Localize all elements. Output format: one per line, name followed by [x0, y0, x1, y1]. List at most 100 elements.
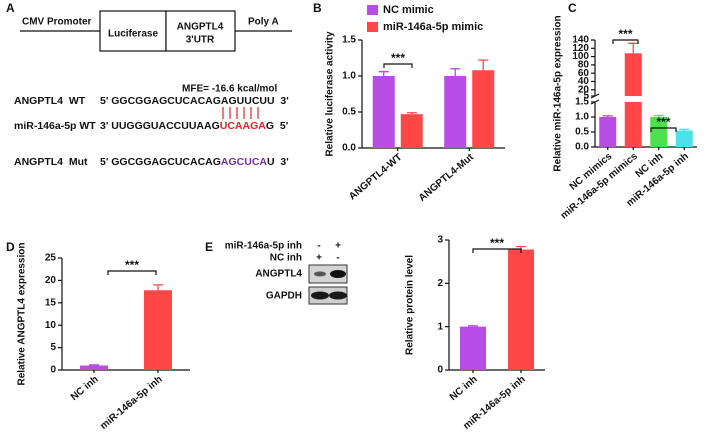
error-bar: [679, 128, 690, 131]
y-tick-label: 0.5: [575, 127, 589, 138]
y-tick-label: 15: [45, 297, 57, 308]
promoter-label: CMV Promoter: [22, 17, 92, 28]
significance-bracket: [650, 127, 677, 132]
y-axis-label: Relative luciferase activity: [325, 31, 336, 157]
y-tick-label: 1.5: [575, 97, 589, 108]
y-tick-label: 5: [583, 91, 589, 102]
significance-bracket: [383, 63, 413, 68]
bar: [675, 130, 693, 147]
bar: [624, 102, 642, 147]
y-tick-label: 1.0: [342, 71, 356, 82]
y-tick-label: 5: [50, 342, 56, 353]
bar: [624, 53, 642, 96]
x-tick-label: ANGPTL4-WT: [347, 152, 404, 203]
sequence: 5' GGCGGAGCUCACAGAGUUCUU 3': [100, 95, 289, 107]
y-tick-label: 120: [572, 43, 589, 54]
axis-break: [590, 93, 600, 105]
construct: CMV Promoter Luciferase ANGPTL4 3'UTR Po…: [20, 10, 292, 52]
y-tick-label: 140: [572, 35, 589, 46]
x-tick-label: NC inh: [448, 374, 480, 403]
error-bar: [602, 115, 613, 117]
error-bar: [450, 68, 461, 76]
legend-swatch: [367, 22, 378, 32]
error-bar: [378, 71, 389, 76]
y-axis-label: Relative ANGPTL4 expression: [17, 242, 28, 385]
y-tick-label: 25: [45, 253, 57, 264]
panel-letter: B: [313, 1, 322, 15]
y-tick-label: 3: [437, 235, 443, 246]
bar: [372, 76, 395, 148]
legend-label: miR-146a-5p mimic: [383, 21, 483, 33]
bar: [472, 70, 495, 148]
sequence-label: ANGPTL4 Mut: [14, 156, 88, 168]
blot-band-label: ANGPTL4: [255, 269, 302, 280]
polya-label: Poly A: [248, 17, 279, 28]
error-bar: [653, 114, 664, 117]
bar: [650, 117, 668, 147]
y-tick-label: 0: [50, 365, 56, 376]
y-axis-label: Relative protein level: [405, 255, 416, 355]
significance-label: ***: [125, 258, 139, 272]
mfe: MFE= -16.6 kcal/mol: [182, 84, 278, 95]
utr-label: ANGPTL4: [177, 22, 224, 33]
significance-label: ***: [391, 51, 405, 65]
seed-region: UCAAGA: [220, 120, 266, 132]
blot-band-label: GAPDH: [266, 291, 302, 302]
bar: [444, 76, 467, 148]
legend-swatch: [367, 5, 378, 15]
panel-letter: E: [205, 240, 213, 254]
y-tick-label: 0.0: [575, 142, 589, 153]
significance-label: ***: [490, 236, 504, 250]
sequence: 3' UUGGGUACCUUAAGUCAAGAG 5': [100, 120, 288, 132]
y-tick-label: 1: [437, 321, 443, 332]
blot-sign: -: [336, 253, 339, 264]
y-tick-label: 0.0: [342, 143, 356, 154]
utr-label: 3'UTR: [186, 35, 215, 46]
y-tick-label: 40: [578, 76, 590, 87]
x-tick-label: NC inh: [69, 374, 101, 403]
bar: [144, 290, 172, 370]
error-bar: [628, 42, 639, 54]
panel-letter: A: [6, 1, 15, 15]
y-tick-label: 1.5: [342, 35, 356, 46]
luciferase-label: Luciferase: [108, 29, 158, 40]
blot-sign: -: [317, 241, 320, 252]
panel-letter: C: [568, 1, 577, 15]
error-bar: [89, 364, 99, 366]
bar: [400, 114, 423, 148]
y-tick-label: 60: [578, 68, 590, 79]
bar: [599, 117, 617, 147]
error-bar: [468, 325, 478, 327]
panel-letter: D: [6, 240, 15, 254]
significance-label: ***: [656, 115, 670, 129]
y-tick-label: 1.0: [575, 112, 589, 123]
significance-bracket: [472, 248, 522, 253]
error-bar: [406, 112, 417, 115]
blot-sign: +: [335, 241, 341, 252]
sequence-part: 3' UUGGGUACCUUAAG: [100, 120, 220, 132]
bar: [80, 365, 108, 370]
mutated-region: AGCUCA: [221, 156, 267, 168]
sequence-part: 5' GGCGGAGCUCACAG: [100, 156, 221, 168]
x-tick-label: ANGPTL4-Mut: [417, 151, 476, 203]
pairing-lines: [222, 107, 259, 119]
y-tick-label: 10: [45, 320, 57, 331]
y-tick-label: 100: [572, 51, 589, 62]
sequence-label: miR-146a-5p WT: [14, 120, 96, 132]
sequence: 5' GGCGGAGCUCACAGAGCUCAU 3': [100, 156, 289, 168]
bar: [508, 249, 534, 370]
blot-sign: +: [316, 253, 322, 264]
blot-row-label: miR-146a-5p inh: [225, 241, 302, 252]
significance-bracket: [107, 270, 157, 275]
sequence-label: ANGPTL4 WT: [14, 95, 86, 107]
y-tick-label: 0.5: [342, 107, 356, 118]
y-tick-label: 80: [578, 60, 590, 71]
y-axis-label: Relative miR-146a-5p expression: [553, 15, 564, 171]
bar: [460, 326, 486, 370]
y-tick-label: 20: [578, 84, 590, 95]
significance-label: ***: [618, 27, 632, 41]
y-tick-label: 20: [45, 275, 57, 286]
blot-row-label: NC inh: [270, 253, 302, 264]
error-bar: [478, 59, 489, 71]
